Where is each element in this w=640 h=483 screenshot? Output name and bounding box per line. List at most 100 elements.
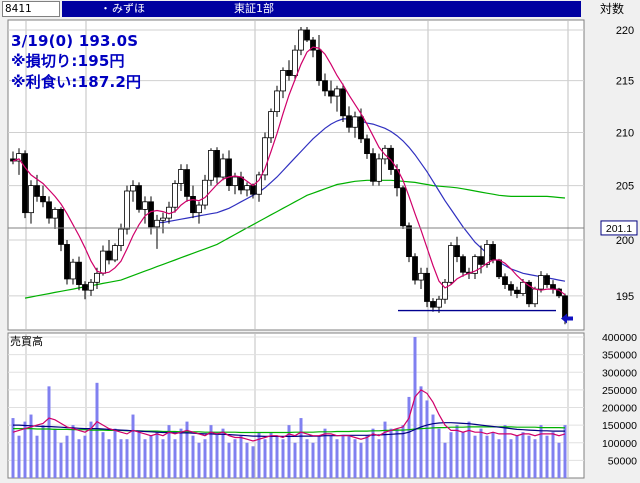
candle-body bbox=[274, 90, 280, 113]
volume-bar bbox=[533, 439, 537, 478]
volume-bar bbox=[479, 428, 483, 478]
candle-body bbox=[358, 116, 364, 140]
volume-bar bbox=[215, 432, 219, 478]
candle-body bbox=[490, 244, 496, 261]
volume-bar bbox=[485, 435, 489, 478]
volume-bar bbox=[11, 418, 15, 478]
volume-bar bbox=[347, 435, 351, 478]
volume-bar bbox=[437, 428, 441, 478]
volume-bar bbox=[389, 428, 393, 478]
price-tick-label: 200 bbox=[616, 235, 634, 247]
candle-body bbox=[550, 284, 556, 290]
volume-bar bbox=[467, 421, 471, 478]
candle-body bbox=[412, 256, 418, 281]
candle-body bbox=[436, 298, 442, 308]
stock-code-field[interactable]: 8411 bbox=[2, 1, 60, 17]
candle-body bbox=[100, 250, 106, 274]
candle-body bbox=[52, 208, 58, 219]
candle-body bbox=[520, 281, 526, 294]
candle-body bbox=[430, 301, 436, 308]
volume-bar bbox=[83, 435, 87, 478]
candle-body bbox=[124, 190, 130, 230]
candle-body bbox=[178, 169, 184, 184]
volume-bar bbox=[239, 435, 243, 478]
volume-bar bbox=[329, 435, 333, 478]
candle-body bbox=[514, 289, 520, 294]
volume-bar bbox=[311, 442, 315, 478]
volume-bar bbox=[245, 442, 249, 478]
log-scale-label[interactable]: 対数 bbox=[599, 2, 624, 16]
volume-bar bbox=[359, 442, 363, 478]
candle-body bbox=[262, 137, 268, 176]
candle-body bbox=[316, 49, 322, 82]
volume-bar bbox=[227, 442, 231, 478]
candle-body bbox=[310, 39, 316, 51]
volume-bar bbox=[413, 337, 417, 478]
candle-body bbox=[28, 185, 34, 214]
volume-bar bbox=[299, 418, 303, 478]
volume-bar bbox=[17, 435, 21, 478]
candle-body bbox=[196, 204, 202, 214]
candle-body bbox=[142, 201, 148, 210]
candle-body bbox=[532, 288, 538, 305]
volume-bar bbox=[233, 439, 237, 478]
volume-bar bbox=[287, 425, 291, 478]
volume-bar bbox=[275, 435, 279, 478]
volume-bar bbox=[515, 435, 519, 478]
volume-bar bbox=[197, 442, 201, 478]
volume-tick-label: 300000 bbox=[602, 367, 637, 379]
take-profit-annotation: ※利食い:187.2円 bbox=[11, 73, 142, 91]
candle-body bbox=[478, 256, 484, 265]
volume-bar bbox=[155, 432, 159, 478]
candle-body bbox=[184, 169, 190, 197]
candle-body bbox=[256, 174, 262, 195]
volume-bar bbox=[473, 435, 477, 478]
volume-tick-label: 50000 bbox=[608, 455, 637, 467]
candle-body bbox=[46, 201, 52, 219]
volume-ma-long-line bbox=[13, 426, 566, 434]
candle-body bbox=[112, 245, 118, 261]
volume-bar bbox=[119, 439, 123, 478]
volume-bar bbox=[431, 414, 435, 478]
volume-bar bbox=[125, 439, 129, 478]
signal-annotation: 3/19(0) 193.0S bbox=[11, 32, 139, 50]
candle-body bbox=[292, 49, 298, 76]
price-tick-label: 215 bbox=[616, 76, 634, 88]
volume-bar bbox=[203, 439, 207, 478]
volume-bar bbox=[59, 442, 63, 478]
candle-body bbox=[496, 259, 502, 278]
volume-bar bbox=[65, 435, 69, 478]
volume-bar bbox=[89, 421, 93, 478]
volume-tick-label: 250000 bbox=[602, 385, 637, 397]
volume-bar bbox=[563, 425, 567, 478]
volume-bar bbox=[425, 400, 429, 478]
volume-bar bbox=[173, 439, 177, 478]
candle-body bbox=[76, 261, 82, 285]
candle-body bbox=[352, 116, 358, 128]
price-tick-label: 205 bbox=[616, 181, 634, 193]
candle-body bbox=[130, 185, 136, 192]
candle-body bbox=[208, 150, 214, 181]
volume-bar bbox=[305, 439, 309, 478]
candle-body bbox=[88, 281, 94, 291]
current-price-box bbox=[600, 220, 638, 236]
volume-ma-short-line bbox=[12, 389, 566, 442]
candle-body bbox=[172, 183, 178, 208]
volume-bar bbox=[443, 442, 447, 478]
candle-body bbox=[328, 90, 334, 97]
candle-body bbox=[298, 29, 304, 51]
candle-body bbox=[82, 284, 88, 291]
candle-body bbox=[376, 158, 382, 182]
candle-body bbox=[232, 176, 238, 187]
candle-body bbox=[382, 147, 388, 160]
volume-bar bbox=[263, 439, 267, 478]
candle-body bbox=[538, 275, 544, 290]
volume-bar bbox=[449, 432, 453, 478]
candle-body bbox=[190, 195, 196, 214]
volume-bar bbox=[407, 396, 411, 478]
stock-name-bar: ・ みずほ 東証1部 bbox=[62, 1, 581, 17]
candle-body bbox=[442, 281, 448, 300]
volume-bar bbox=[527, 435, 531, 478]
volume-bar bbox=[161, 439, 165, 478]
title-bar: 8411 ・ みずほ 東証1部 対数 bbox=[0, 0, 640, 19]
